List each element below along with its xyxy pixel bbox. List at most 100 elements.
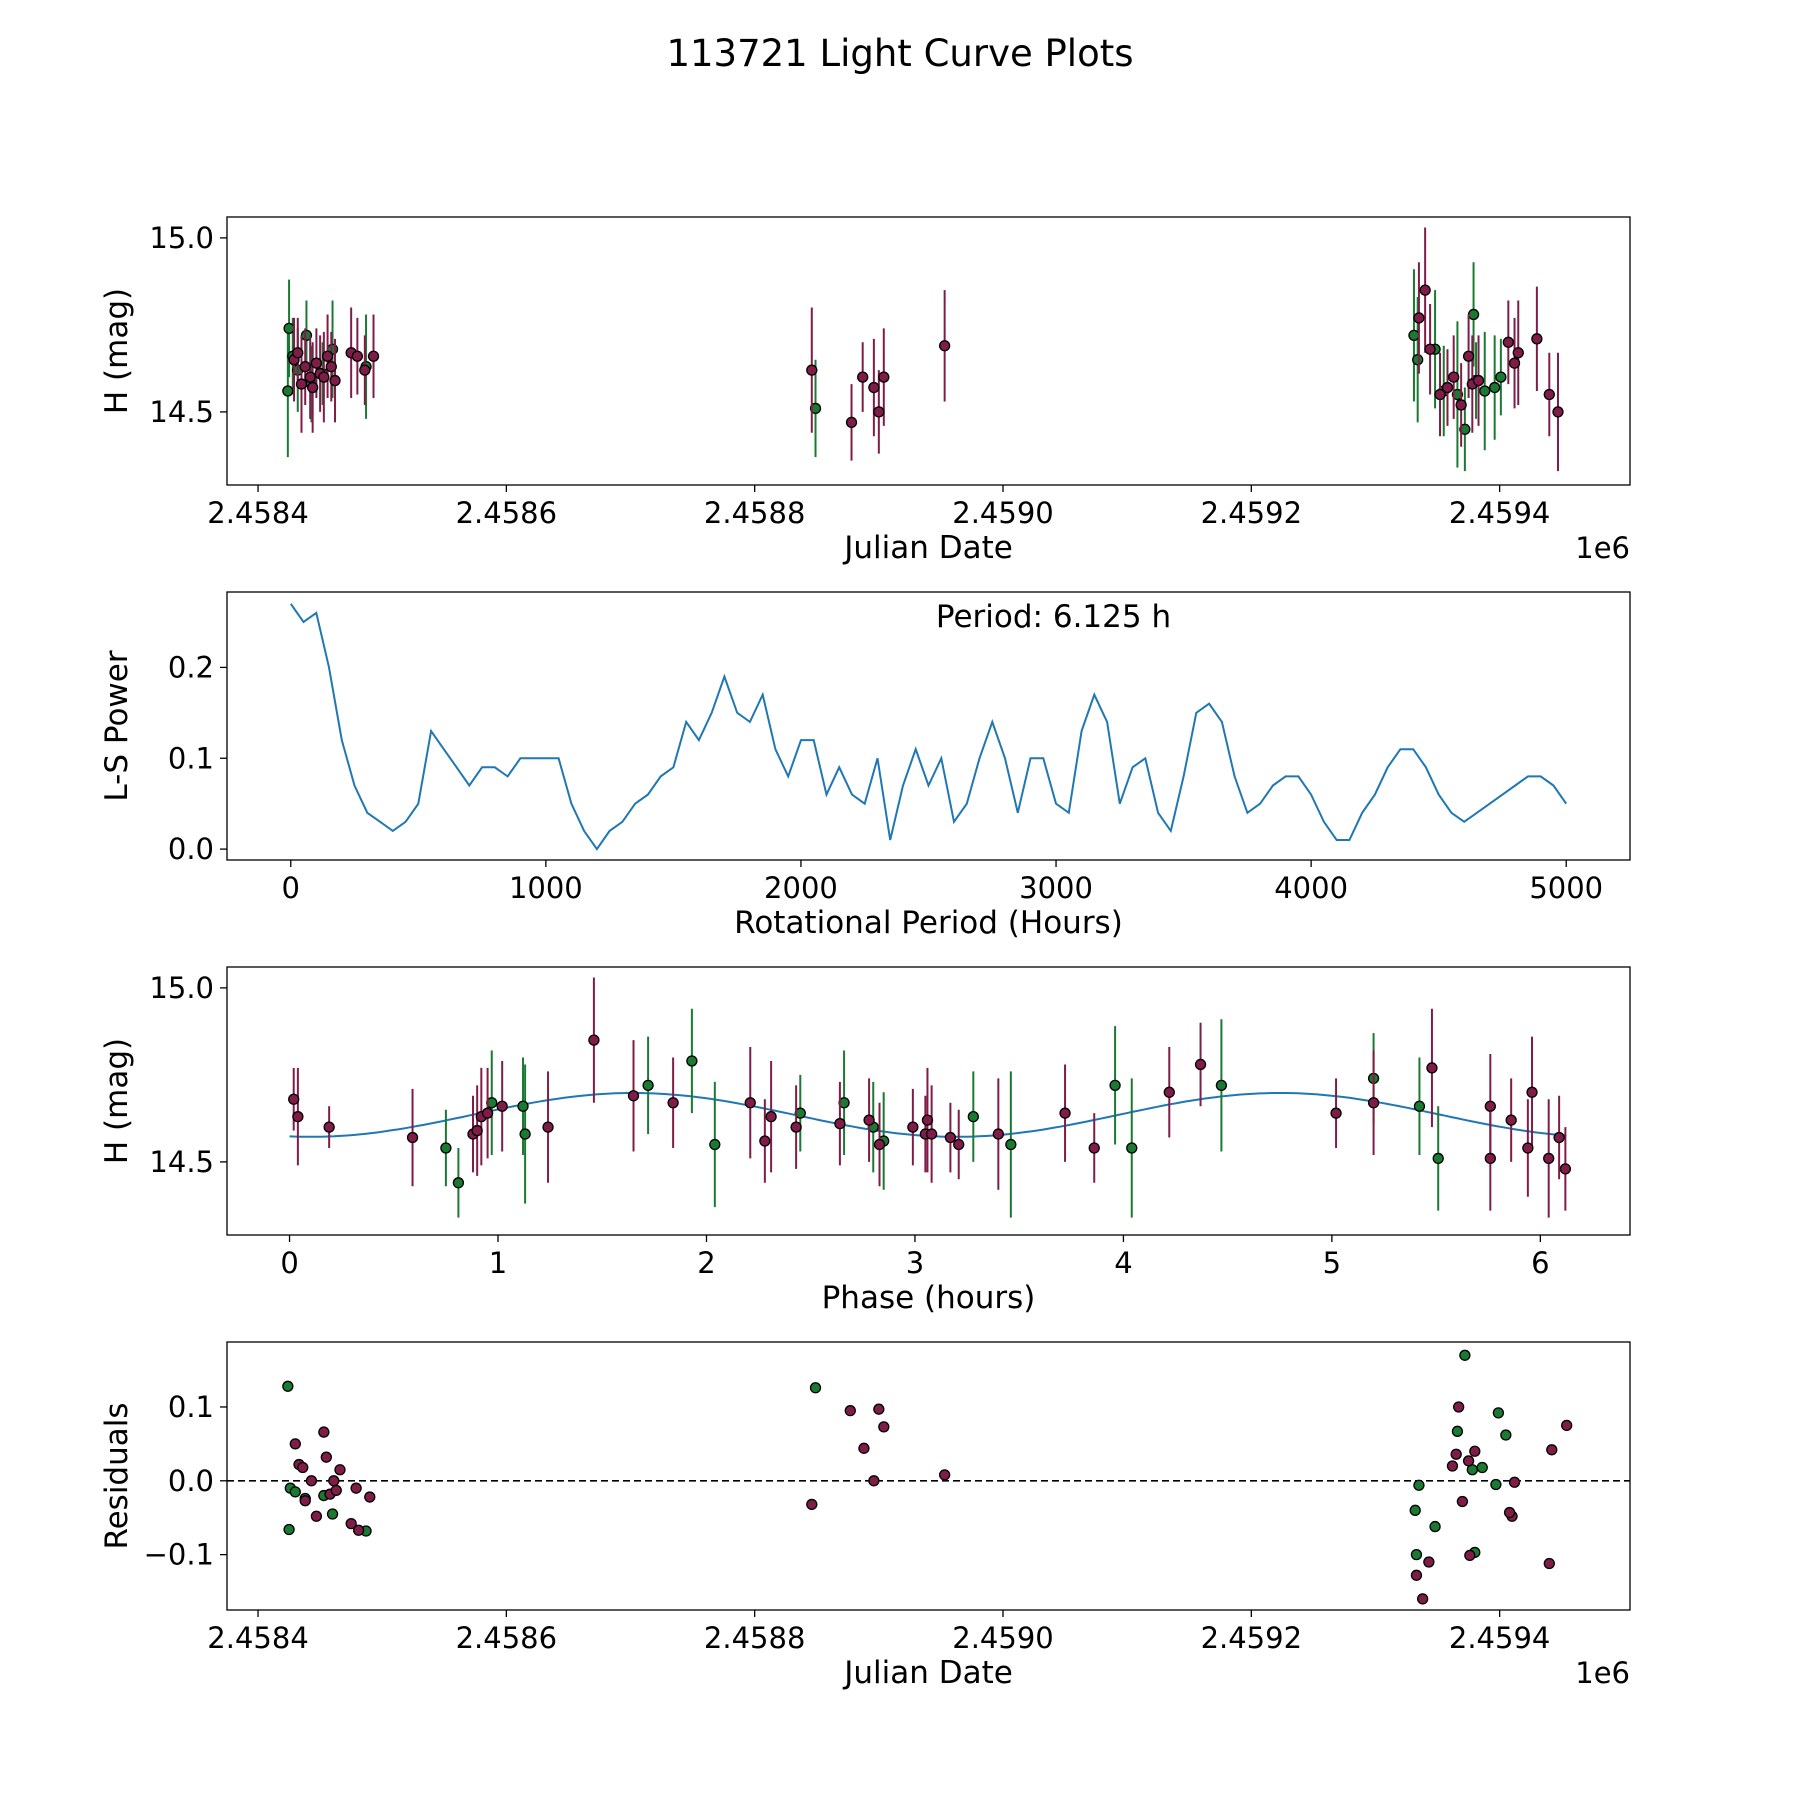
data-point-green	[517, 1100, 529, 1112]
data-point-green	[283, 322, 295, 335]
y-tick-label: 14.5	[149, 395, 214, 429]
data-point-green	[1459, 423, 1471, 435]
data-point-green	[1451, 388, 1464, 401]
plot-area	[289, 603, 1568, 851]
y-tick-label: −0.1	[144, 1538, 214, 1572]
data-point-red	[1543, 1152, 1555, 1165]
axes-frame	[226, 591, 1631, 861]
data-point-red	[352, 1524, 365, 1536]
data-point-red	[1553, 1131, 1565, 1144]
data-point-red	[1413, 312, 1425, 324]
data-point-red	[1503, 1506, 1516, 1519]
data-point-green	[1500, 1429, 1512, 1441]
data-point-red	[857, 371, 869, 383]
x-tick-label: 2.4586	[456, 496, 557, 530]
y-tick-label: 0.0	[168, 1464, 214, 1498]
data-point-red	[806, 1498, 818, 1511]
x-axis-label: Julian Date	[842, 530, 1013, 566]
y-tick-label: 0.1	[168, 1390, 214, 1424]
x-tick-label: 3000	[1019, 871, 1093, 905]
data-point-red	[1484, 1100, 1496, 1112]
data-point-red	[292, 1111, 304, 1123]
data-point-green	[282, 1380, 294, 1392]
x-offset-label: 1e6	[1575, 1656, 1630, 1690]
data-point-red	[953, 1138, 965, 1151]
data-point-green	[326, 1508, 339, 1520]
data-point-red	[1448, 371, 1460, 383]
data-point-red	[925, 1128, 938, 1140]
data-point-red	[334, 1464, 346, 1476]
data-point-green	[809, 1382, 822, 1394]
data-point-green	[1413, 1479, 1425, 1491]
data-point-red	[1423, 1556, 1435, 1568]
data-point-green	[1451, 1425, 1464, 1437]
data-point-red	[297, 1461, 309, 1474]
x-tick-label: 5000	[1529, 871, 1603, 905]
chart-panel-3: 0 1 2 3 4 5 6 14.5 15.0 Phase (hours) H (mag)	[99, 966, 1631, 1316]
data-point-red	[907, 1121, 919, 1133]
y-axis-label: Residuals	[99, 1402, 135, 1549]
data-point-red	[1522, 1142, 1534, 1154]
data-point-red	[1419, 284, 1431, 296]
data-point-green	[809, 402, 822, 415]
data-point-red	[759, 1135, 771, 1147]
data-point-green	[1409, 1504, 1421, 1516]
data-point-red	[1505, 1114, 1517, 1126]
axes-frame	[226, 216, 1631, 486]
data-point-green	[1489, 381, 1501, 394]
y-axis-label: H (mag)	[99, 1038, 135, 1164]
data-point-red	[292, 347, 304, 359]
periodogram-line	[289, 603, 1568, 851]
data-point-red	[1546, 1444, 1558, 1456]
data-point-green	[440, 1142, 452, 1154]
data-point-red	[1088, 1142, 1100, 1154]
data-point-red	[359, 364, 371, 376]
x-tick-label: 0	[282, 871, 300, 905]
data-point-red	[1450, 1448, 1462, 1460]
data-point-red	[406, 1131, 419, 1144]
x-tick-label: 4000	[1274, 871, 1348, 905]
x-tick-label: 3	[906, 1246, 924, 1280]
data-point-red	[328, 1475, 340, 1487]
x-axis-label: Julian Date	[842, 1655, 1013, 1691]
data-point-red	[873, 1403, 885, 1415]
plot-area	[282, 227, 1564, 472]
data-point-green	[452, 1177, 465, 1189]
data-point-red	[1502, 336, 1514, 348]
data-point-green	[283, 1523, 295, 1536]
x-tick-label: 2.4590	[952, 496, 1053, 530]
x-tick-label: 0	[280, 1246, 298, 1280]
data-point-red	[1508, 357, 1521, 369]
data-point-red	[1426, 1062, 1438, 1074]
data-point-red	[310, 1510, 323, 1522]
data-point-red	[1472, 374, 1485, 387]
data-point-red	[992, 1128, 1004, 1140]
data-point-red	[744, 1097, 756, 1109]
data-point-red	[1417, 1593, 1429, 1605]
y-tick-label: 0.0	[168, 832, 214, 866]
data-point-red	[1484, 1152, 1496, 1165]
data-point-red	[845, 416, 858, 429]
x-tick-label: 2.4588	[704, 1621, 805, 1655]
x-tick-label: 5	[1323, 1246, 1341, 1280]
data-point-green	[1408, 329, 1420, 341]
data-point-red	[289, 1438, 301, 1450]
data-point-red	[299, 1495, 311, 1507]
data-point-red	[288, 1093, 300, 1105]
data-point-green	[1412, 354, 1424, 366]
data-point-green	[1495, 371, 1507, 383]
data-point-red	[858, 1442, 870, 1454]
y-tick-label: 0.1	[168, 741, 214, 775]
chart-panel-2: 0 1000 2000 3000 4000 5000 0.0 0.1 0.2 Rotational…	[99, 591, 1631, 941]
y-tick-label: 14.5	[149, 1145, 214, 1179]
x-tick-label: 2.4584	[207, 1621, 308, 1655]
data-point-green	[1476, 1461, 1488, 1474]
data-point-green	[1005, 1138, 1017, 1151]
data-point-red	[307, 381, 319, 394]
data-point-red	[350, 1482, 362, 1494]
data-point-green	[1459, 1349, 1471, 1361]
x-tick-label: 2	[697, 1246, 715, 1280]
data-point-red	[299, 361, 311, 373]
x-axis-label: Phase (hours)	[822, 1280, 1036, 1316]
data-point-red	[1367, 1097, 1380, 1109]
